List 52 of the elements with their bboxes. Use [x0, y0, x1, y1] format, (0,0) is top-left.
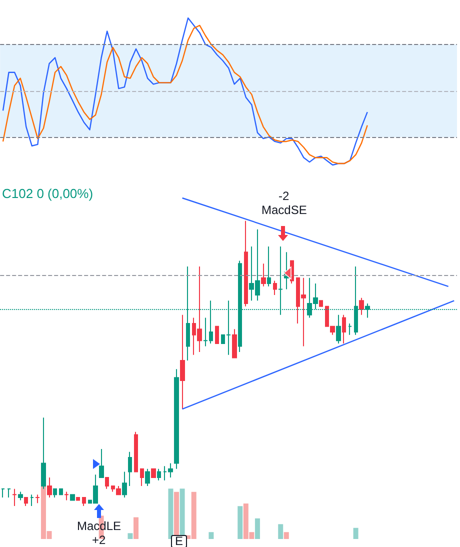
candlestick: [30, 494, 34, 506]
bar: [134, 517, 139, 539]
annotation: +2: [92, 533, 106, 547]
bar: [238, 506, 243, 539]
candlestick: [157, 468, 161, 481]
candlestick: [1, 488, 5, 498]
candlestick: [215, 326, 219, 344]
candlestick: [76, 496, 80, 501]
candlestick: [64, 491, 69, 501]
candlestick: [180, 314, 185, 410]
candlestick: [47, 476, 52, 498]
bar: [278, 524, 284, 539]
candlestick: [70, 494, 75, 501]
bar: [168, 488, 174, 539]
candlestick: [261, 263, 266, 287]
candlestick: [273, 280, 277, 296]
candlestick: [105, 476, 109, 490]
bar: [128, 533, 133, 539]
annotation: E: [171, 534, 188, 547]
candlestick: [342, 314, 346, 344]
bar: [284, 532, 289, 539]
candlestick: [267, 246, 271, 287]
candlestick: [348, 322, 352, 336]
candlestick: [122, 471, 127, 498]
text: -2: [278, 189, 290, 203]
text: MacdSE: [262, 203, 307, 217]
candlestick: [140, 468, 144, 487]
annotation: MacdLE: [77, 519, 122, 533]
bar: [191, 492, 196, 539]
candlestick: [12, 488, 17, 506]
candlestick: [134, 431, 138, 472]
candlestick: [151, 468, 156, 478]
bar: [208, 532, 214, 539]
candlestick: [336, 314, 341, 344]
candlestick: [359, 297, 364, 316]
candlestick: [24, 496, 28, 506]
candlestick: [244, 220, 248, 307]
candlestick: [128, 451, 132, 487]
candlestick: [82, 496, 86, 506]
candlestick: [99, 448, 104, 478]
candlestick: [7, 488, 11, 498]
candlestick: [232, 328, 237, 358]
candlestick: [53, 488, 57, 498]
bar: [254, 518, 260, 539]
candlestick: [319, 300, 323, 307]
candlestick: [174, 368, 179, 470]
bar: [353, 528, 358, 539]
candlestick: [18, 491, 23, 501]
text: C102 0 (0,00%): [2, 186, 94, 201]
candlestick: [59, 488, 63, 496]
candlestick: [35, 494, 40, 504]
candlestick: [145, 468, 150, 487]
